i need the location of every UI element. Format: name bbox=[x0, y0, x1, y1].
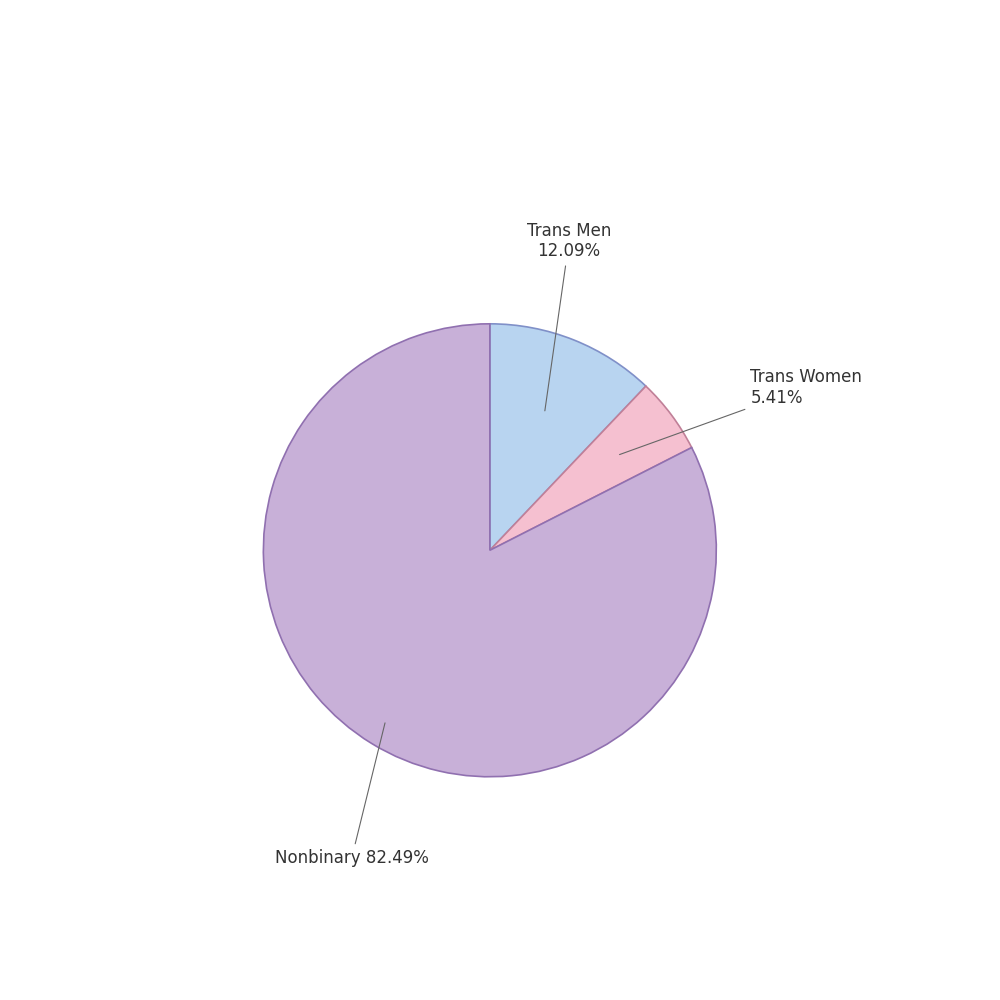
Text: Nonbinary 82.49%: Nonbinary 82.49% bbox=[275, 723, 429, 867]
Text: Trans Men
12.09%: Trans Men 12.09% bbox=[527, 222, 611, 411]
Wedge shape bbox=[490, 324, 646, 550]
Wedge shape bbox=[490, 386, 692, 550]
Text: Trans Women
5.41%: Trans Women 5.41% bbox=[620, 368, 862, 455]
Wedge shape bbox=[263, 324, 716, 777]
